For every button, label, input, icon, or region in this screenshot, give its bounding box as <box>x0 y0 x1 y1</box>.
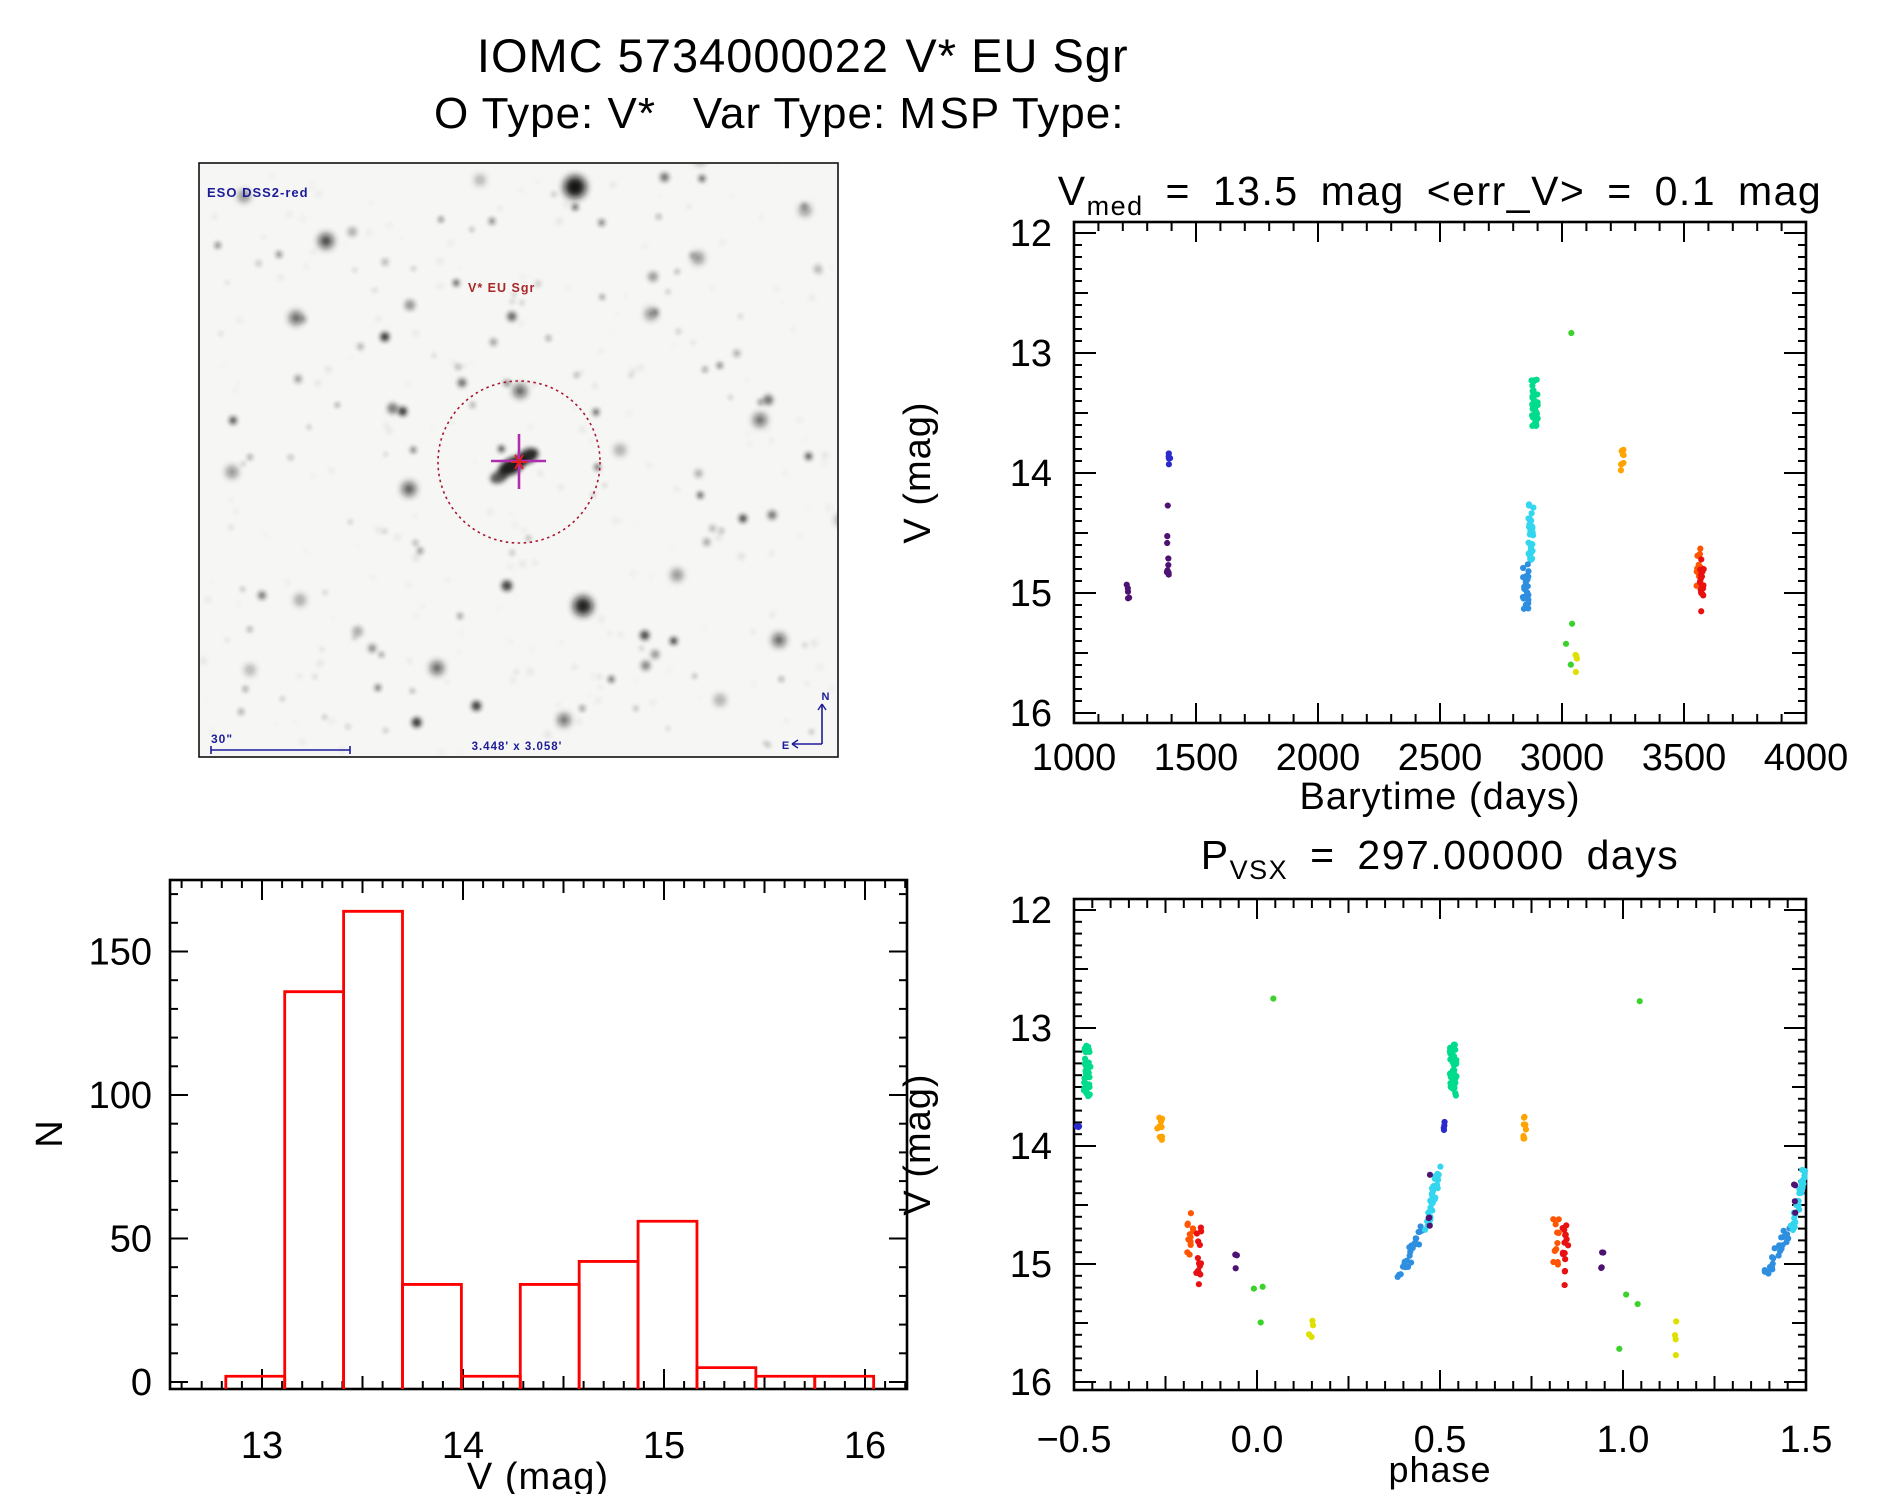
svg-text:15: 15 <box>1010 1244 1052 1286</box>
svg-text:0.5: 0.5 <box>1414 1419 1467 1461</box>
svg-text:16: 16 <box>1010 1362 1052 1404</box>
svg-text:12: 12 <box>1010 890 1052 932</box>
svg-text:12: 12 <box>1010 213 1052 255</box>
subtitle-vartype: Var Type: M <box>693 89 937 138</box>
compass-east-label: E <box>782 740 790 752</box>
svg-text:−0.5: −0.5 <box>1036 1419 1111 1461</box>
svg-text:3000: 3000 <box>1520 737 1605 779</box>
svg-text:phase: phase <box>1388 1449 1491 1490</box>
svg-text:2000: 2000 <box>1276 737 1361 779</box>
subtitle-otype: O Type: V* <box>434 89 656 138</box>
svg-text:15: 15 <box>643 1425 685 1467</box>
scale-bar <box>210 746 351 754</box>
starfield-scalebar-label: 30" <box>211 732 233 746</box>
lightcurve-title: Vmed = 13.5 mag <err_V> = 0.1 mag <box>1058 168 1822 221</box>
page-title-star-name: V* EU Sgr <box>905 29 1128 82</box>
svg-text:1.5: 1.5 <box>1780 1419 1833 1461</box>
svg-text:2500: 2500 <box>1398 737 1483 779</box>
histogram-bars <box>224 909 876 1389</box>
histogram-plot: 0 50 100 150 13 14 15 16 V (mag) N <box>29 878 909 1494</box>
svg-text:V (mag): V (mag) <box>897 1073 939 1215</box>
svg-text:13: 13 <box>1010 1008 1052 1050</box>
svg-text:V (mag): V (mag) <box>467 1456 609 1494</box>
svg-text:150: 150 <box>89 932 152 974</box>
svg-text:13: 13 <box>241 1425 283 1467</box>
svg-text:1000: 1000 <box>1032 737 1117 779</box>
svg-text:Barytime (days): Barytime (days) <box>1299 776 1580 818</box>
svg-text:100: 100 <box>89 1075 152 1117</box>
phase-title: PVSX = 297.00000 days <box>1201 832 1679 885</box>
starfield-survey-label: ESO DSS2-red <box>207 185 309 200</box>
svg-text:1.0: 1.0 <box>1597 1419 1650 1461</box>
svg-text:0: 0 <box>131 1362 152 1404</box>
svg-text:V (mag): V (mag) <box>897 401 939 543</box>
starfield-target-label: V* EU Sgr <box>468 281 535 295</box>
svg-text:13: 13 <box>1010 333 1052 375</box>
subtitle-sptype: SP Type: <box>940 89 1125 138</box>
svg-text:3500: 3500 <box>1642 737 1727 779</box>
starfield-fov-label: 3.448' x 3.058' <box>472 741 563 753</box>
phase-points <box>1073 995 1808 1359</box>
svg-text:16: 16 <box>1010 693 1052 735</box>
compass-north-label: N <box>822 691 831 703</box>
phase-plot: 12 13 14 15 16 −0.5 0.0 0.5 1.0 1.5 phase V (mag) PV… <box>897 832 1832 1490</box>
svg-text:16: 16 <box>844 1425 886 1467</box>
svg-text:N: N <box>29 1120 71 1147</box>
svg-text:0.0: 0.0 <box>1231 1419 1284 1461</box>
svg-text:14: 14 <box>1010 453 1052 495</box>
starfield-panel <box>198 162 839 758</box>
svg-text:1500: 1500 <box>1154 737 1239 779</box>
lightcurve-points <box>1123 329 1707 676</box>
page-title-id: IOMC 5734000022 <box>477 29 889 82</box>
svg-text:50: 50 <box>110 1219 152 1261</box>
svg-text:14: 14 <box>442 1425 484 1467</box>
svg-text:15: 15 <box>1010 573 1052 615</box>
svg-text:4000: 4000 <box>1764 737 1849 779</box>
target-marker <box>437 380 601 544</box>
compass-icon <box>791 703 827 749</box>
svg-text:14: 14 <box>1010 1126 1052 1168</box>
